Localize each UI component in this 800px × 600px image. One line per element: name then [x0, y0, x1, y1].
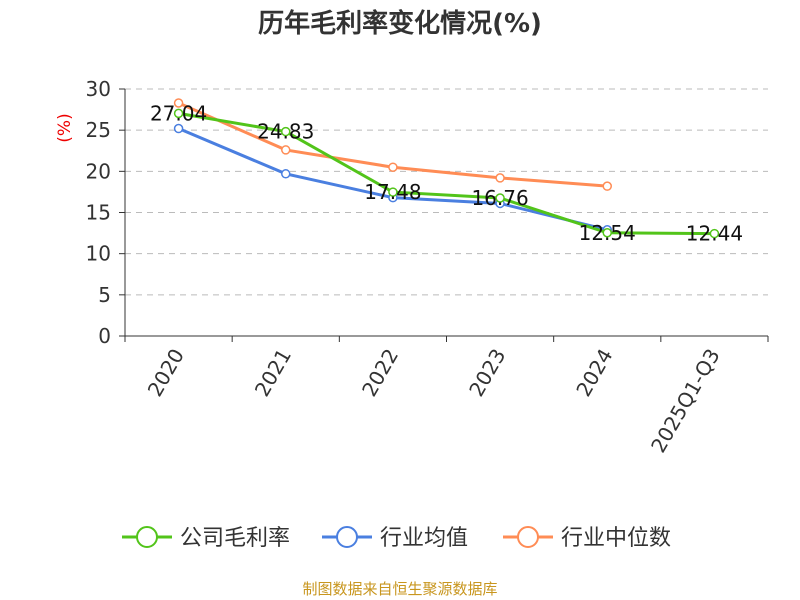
legend-marker-icon: [336, 526, 358, 548]
x-tick-label: 2021: [250, 345, 296, 401]
source-note: 制图数据来自恒生聚源数据库: [302, 580, 497, 598]
data-point: [281, 126, 291, 137]
data-point: [388, 162, 398, 172]
y-tick-label: 30: [86, 77, 111, 101]
x-tick-label: 2025Q1-Q3: [646, 345, 725, 457]
data-label: 27.04: [150, 101, 207, 125]
series-line: [178, 111, 715, 236]
data-point: [173, 108, 184, 119]
x-tick-label: 2022: [357, 345, 403, 401]
data-point: [709, 228, 720, 239]
x-tick-label: 2020: [143, 345, 189, 401]
data-label: 12.54: [579, 221, 636, 245]
legend-label: 公司毛利率: [180, 526, 290, 551]
data-label: 17.48: [364, 180, 421, 204]
y-tick-label: 0: [98, 324, 111, 348]
legend-label: 行业均值: [380, 526, 468, 551]
y-tick-label: 20: [86, 159, 111, 183]
data-point: [173, 123, 184, 134]
data-point: [495, 193, 505, 203]
y-tick-label: 15: [86, 201, 111, 225]
x-tick-label: 2023: [464, 345, 510, 401]
data-label: 16.76: [471, 186, 528, 210]
legend-label: 行业中位数: [561, 526, 671, 551]
data-label: 12.44: [686, 222, 743, 246]
series-line: [177, 101, 608, 188]
y-tick-label: 5: [98, 283, 111, 307]
x-tick-label: 2024: [571, 345, 617, 401]
y-tick-label: 25: [86, 118, 111, 142]
data-point: [281, 145, 291, 155]
data-point: [281, 169, 291, 179]
data-point: [173, 98, 184, 108]
data-label: 24.83: [257, 120, 314, 144]
y-axis-label: (%): [55, 113, 75, 142]
data-point: [495, 173, 505, 183]
legend-marker-icon: [517, 526, 539, 548]
data-point: [602, 181, 612, 191]
legend-marker-icon: [136, 526, 158, 548]
data-point: [602, 228, 612, 238]
chart-title: 历年毛利率变化情况(%): [258, 8, 542, 39]
y-tick-label: 10: [86, 242, 111, 266]
data-point: [388, 187, 398, 197]
